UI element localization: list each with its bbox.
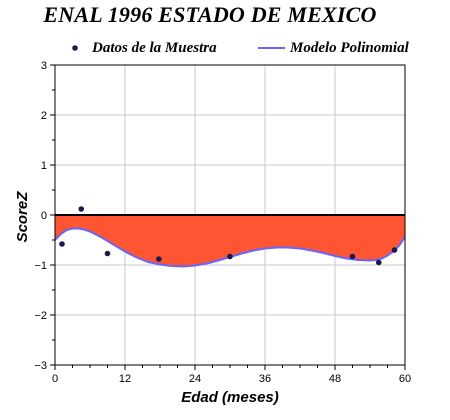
x-tick-label: 24 <box>189 373 201 385</box>
y-tick-label: −1 <box>34 260 47 272</box>
x-axis-title: Edad (meses) <box>181 389 279 406</box>
tick-labels: 3 2 1 0 −1 −2 −3 0 12 24 36 48 60 <box>34 60 411 385</box>
y-tick-label: 3 <box>41 60 47 72</box>
x-tick-label: 12 <box>119 373 131 385</box>
data-point <box>375 259 382 266</box>
legend-label-points: Datos de la Muestra <box>92 40 217 56</box>
legend-point-marker <box>72 45 78 51</box>
data-point <box>349 253 356 260</box>
y-tick-label: 1 <box>41 160 47 172</box>
data-point <box>156 256 162 262</box>
data-point <box>59 241 65 247</box>
y-axis-title: ScoreZ <box>14 191 31 243</box>
data-point <box>78 206 85 212</box>
data-point <box>227 253 233 260</box>
data-points <box>59 206 398 266</box>
x-tick-label: 0 <box>52 373 58 385</box>
model-fill-area <box>55 215 405 267</box>
data-point <box>391 247 398 253</box>
y-tick-label: 0 <box>41 210 47 222</box>
data-point <box>104 250 111 257</box>
axis-ticks <box>50 64 406 370</box>
x-tick-label: 60 <box>399 373 411 385</box>
chart-title: ENAL 1996 ESTADO DE MEXICO <box>43 2 377 27</box>
y-tick-label: −3 <box>34 360 47 372</box>
x-tick-label: 36 <box>259 373 271 385</box>
y-tick-label: 2 <box>41 110 47 122</box>
x-tick-label: 48 <box>329 373 341 385</box>
y-tick-label: −2 <box>34 310 47 322</box>
legend-label-line: Modelo Polinomial <box>290 40 409 56</box>
